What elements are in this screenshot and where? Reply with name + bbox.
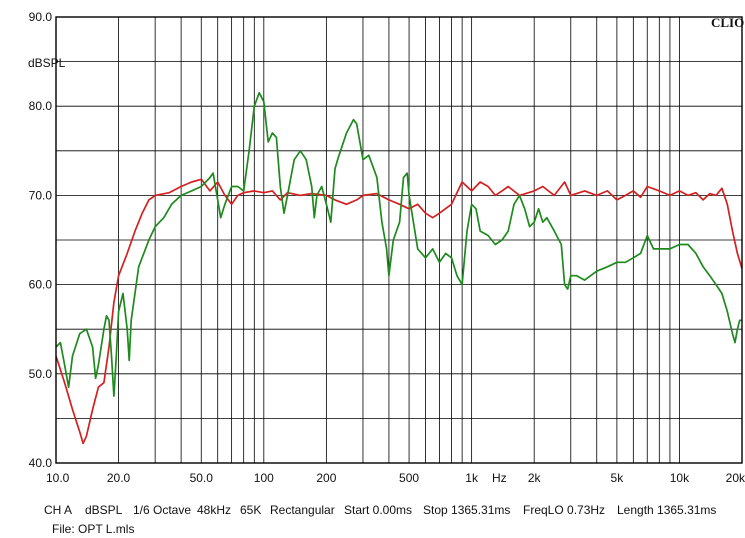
y-axis-label: dBSPL xyxy=(28,56,66,70)
x-tick-label: 20.0 xyxy=(107,471,131,485)
x-tick-label: 500 xyxy=(399,471,419,485)
series-layer xyxy=(55,91,743,445)
info-size: 65K xyxy=(240,503,262,517)
info-freqlo: FreqLO 0.73Hz xyxy=(523,503,606,517)
y-tick-label: 90.0 xyxy=(29,10,53,24)
grid-lines xyxy=(56,17,742,463)
brand-logo-text: CLIO xyxy=(711,15,744,30)
y-tick-labels: 40.0 50.0 60.0 70.0 80.0 90.0 xyxy=(29,10,53,470)
info-smoothing: 1/6 Octave xyxy=(133,503,192,517)
file-name-label: File: OPT L.mls xyxy=(52,522,135,536)
x-tick-label: 200 xyxy=(316,471,336,485)
y-tick-label: 70.0 xyxy=(29,188,53,202)
x-tick-label: 100 xyxy=(254,471,274,485)
x-tick-label: 20k xyxy=(726,471,745,485)
info-sample-rate: 48kHz xyxy=(197,503,232,517)
series-line-2 xyxy=(55,91,742,397)
info-window: Rectangular xyxy=(270,503,335,517)
x-tick-label: 10k xyxy=(670,471,690,485)
info-unit: dBSPL xyxy=(85,503,123,517)
y-tick-label: 40.0 xyxy=(29,456,53,470)
x-tick-label: 2k xyxy=(528,471,542,485)
x-tick-label: 10.0 xyxy=(46,471,70,485)
info-channel: CH A xyxy=(44,503,73,517)
info-length: Length 1365.31ms xyxy=(617,503,717,517)
plot-frame xyxy=(55,16,743,464)
info-stop: Stop 1365.31ms xyxy=(423,503,511,517)
x-tick-label: 50.0 xyxy=(190,471,214,485)
y-tick-label: 60.0 xyxy=(29,278,53,292)
x-tick-labels: 10.0 20.0 50.0 100 200 500 1k 2k 5k 10k 20k xyxy=(46,471,745,485)
x-tick-label: 1k xyxy=(465,471,479,485)
info-start: Start 0.00ms xyxy=(344,503,413,517)
x-tick-label: 5k xyxy=(611,471,625,485)
y-tick-label: 80.0 xyxy=(29,99,53,113)
x-axis-unit-label: Hz xyxy=(492,471,507,485)
y-tick-label: 50.0 xyxy=(29,367,53,381)
series-line-1 xyxy=(55,178,743,445)
